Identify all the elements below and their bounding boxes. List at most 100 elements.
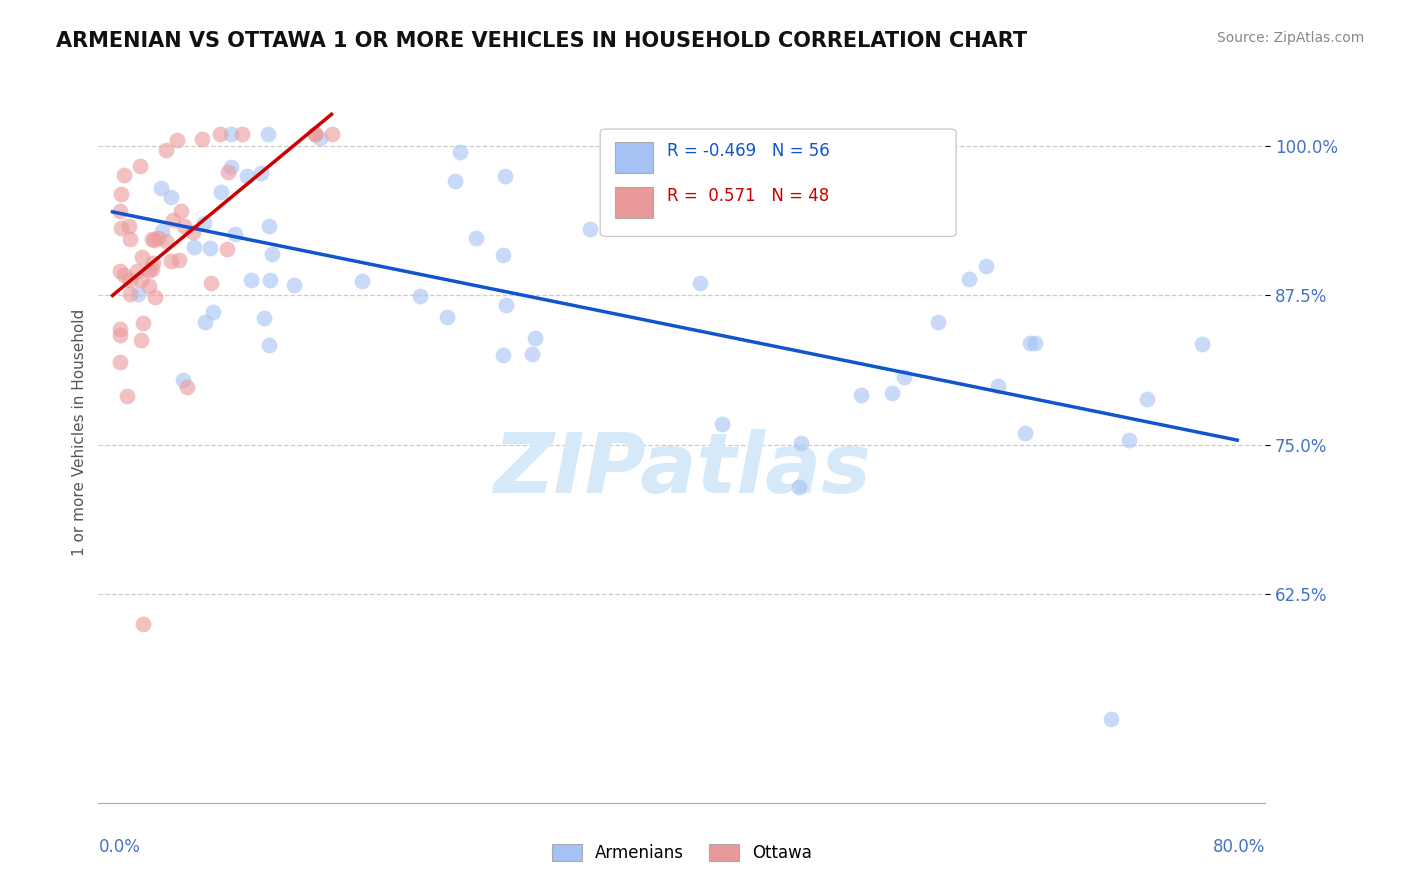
Point xyxy=(132,616,155,631)
Point xyxy=(1099,712,1122,726)
Point xyxy=(173,219,195,233)
Point xyxy=(120,287,142,301)
Point xyxy=(257,337,280,351)
Point xyxy=(321,127,343,141)
Point xyxy=(492,248,515,262)
Point xyxy=(253,310,276,325)
Text: 80.0%: 80.0% xyxy=(1213,838,1265,856)
Point xyxy=(162,212,184,227)
Point xyxy=(1136,392,1159,406)
Point xyxy=(215,243,238,257)
Text: R =  0.571   N = 48: R = 0.571 N = 48 xyxy=(666,186,830,204)
Point xyxy=(444,174,467,188)
Point xyxy=(209,185,232,199)
Point xyxy=(224,227,246,241)
Point xyxy=(492,348,515,362)
Point xyxy=(240,273,263,287)
Point xyxy=(108,203,131,218)
Text: R = -0.469   N = 56: R = -0.469 N = 56 xyxy=(666,143,830,161)
Point xyxy=(882,386,904,401)
Point xyxy=(231,127,253,141)
Point xyxy=(1018,336,1040,351)
Point xyxy=(112,268,135,282)
Point xyxy=(436,310,458,325)
Point xyxy=(790,436,813,450)
Point xyxy=(138,279,160,293)
Point xyxy=(524,331,547,345)
Point xyxy=(259,273,281,287)
Point xyxy=(465,231,488,245)
Point xyxy=(141,231,163,245)
Point xyxy=(236,169,259,184)
Point xyxy=(257,219,280,234)
Point xyxy=(110,187,132,202)
Point xyxy=(449,145,471,159)
Point xyxy=(193,216,215,230)
Point xyxy=(152,224,174,238)
Point xyxy=(219,160,242,174)
Point xyxy=(183,225,205,239)
Point xyxy=(176,380,198,394)
Point xyxy=(250,165,273,179)
Point xyxy=(893,370,915,384)
Point xyxy=(160,189,183,203)
Point xyxy=(209,127,232,141)
Point xyxy=(142,256,165,270)
Point xyxy=(108,322,131,336)
Point xyxy=(108,327,131,342)
Point xyxy=(218,165,240,179)
Point xyxy=(957,272,980,286)
Y-axis label: 1 or more Vehicles in Household: 1 or more Vehicles in Household xyxy=(72,309,87,557)
Point xyxy=(129,159,152,173)
Point xyxy=(408,289,430,303)
Legend: Armenians, Ottawa: Armenians, Ottawa xyxy=(546,837,818,869)
Point xyxy=(851,388,873,402)
Point xyxy=(127,287,149,301)
Point xyxy=(160,254,183,268)
Point xyxy=(219,127,242,141)
Point xyxy=(141,262,163,277)
Point xyxy=(1191,337,1213,351)
Point xyxy=(495,298,517,312)
Point xyxy=(927,315,949,329)
Point xyxy=(167,253,190,268)
Point xyxy=(710,417,733,432)
Point xyxy=(143,290,166,304)
Point xyxy=(578,221,600,235)
Point xyxy=(166,133,188,147)
Text: 0.0%: 0.0% xyxy=(98,838,141,856)
Point xyxy=(150,181,173,195)
Point xyxy=(194,315,217,329)
Text: ZIPatlas: ZIPatlas xyxy=(494,429,870,510)
Point xyxy=(1014,425,1036,440)
Point xyxy=(183,240,205,254)
Point xyxy=(974,260,997,274)
Point xyxy=(198,242,221,256)
Point xyxy=(987,379,1010,393)
Point xyxy=(118,232,141,246)
Bar xyxy=(616,143,652,173)
Point xyxy=(304,127,326,141)
Point xyxy=(308,131,330,145)
Point xyxy=(260,246,283,260)
Point xyxy=(108,355,131,369)
Point xyxy=(127,263,149,277)
Point xyxy=(112,168,135,182)
Text: Source: ZipAtlas.com: Source: ZipAtlas.com xyxy=(1216,31,1364,45)
Text: ARMENIAN VS OTTAWA 1 OR MORE VEHICLES IN HOUSEHOLD CORRELATION CHART: ARMENIAN VS OTTAWA 1 OR MORE VEHICLES IN… xyxy=(56,31,1028,51)
Point xyxy=(191,132,214,146)
Point xyxy=(170,203,193,218)
Point xyxy=(129,333,152,347)
Point xyxy=(494,169,516,184)
Point xyxy=(200,277,222,291)
Point xyxy=(520,347,543,361)
Point xyxy=(201,305,224,319)
Point xyxy=(257,127,280,141)
Point xyxy=(131,250,153,264)
Point xyxy=(689,276,711,290)
Point xyxy=(108,264,131,278)
Bar xyxy=(616,186,652,218)
Point xyxy=(115,389,138,403)
Point xyxy=(155,143,177,157)
Point xyxy=(138,263,160,277)
